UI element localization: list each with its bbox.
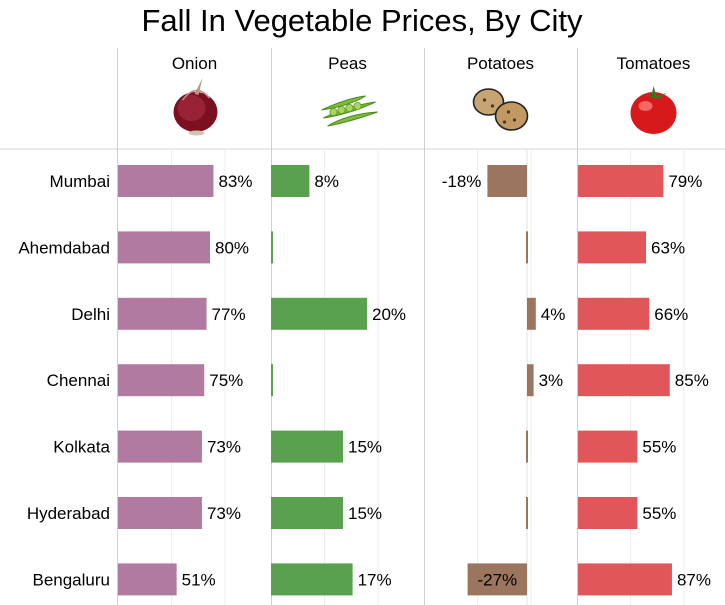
bar-potatoes-mumbai [487,165,527,197]
bar-potatoes-hyderabad [526,497,528,529]
row-label-hyderabad: Hyderabad [27,504,110,523]
bar-onion-hyderabad [118,497,202,529]
column-header-tomatoes: Tomatoes [617,54,691,73]
bar-tomatoes-ahemdabad [578,231,647,264]
data-label-tomatoes-hyderabad: 55% [642,504,676,523]
data-label-peas-delhi: 20% [372,305,406,324]
data-label-tomatoes-bengaluru: 87% [677,570,711,589]
data-label-onion-hyderabad: 73% [207,504,241,523]
bar-potatoes-chennai [527,364,534,397]
data-label-onion-delhi: 77% [212,305,246,324]
potato-icon [472,88,529,131]
data-label-onion-chennai: 75% [209,371,243,390]
bar-onion-bengaluru [118,563,177,596]
data-label-peas-hyderabad: 15% [348,504,382,523]
data-label-onion-bengaluru: 51% [182,570,216,589]
row-label-mumbai: Mumbai [50,172,110,191]
bar-tomatoes-bengaluru [578,563,672,596]
bar-peas-hyderabad [271,497,343,529]
data-label-tomatoes-delhi: 66% [654,305,688,324]
bar-potatoes-delhi [527,297,536,330]
data-label-onion-kolkata: 73% [207,438,241,457]
row-label-kolkata: Kolkata [53,438,110,457]
bar-peas-ahemdabad [271,231,273,264]
column-headers: Onion Peas Potatoes Tomatoes [172,54,691,136]
chart-title: Fall In Vegetable Prices, By City [141,3,583,38]
data-label-onion-ahemdabad: 80% [215,238,249,257]
data-label-peas-kolkata: 15% [348,438,382,457]
data-label-tomatoes-ahemdabad: 63% [651,238,685,257]
data-label-peas-mumbai: 8% [314,172,339,191]
bar-peas-mumbai [271,165,310,197]
data-label-potatoes-chennai: 3% [539,371,564,390]
bar-potatoes-bengaluru [467,563,527,596]
bar-onion-ahemdabad [118,231,210,264]
bar-peas-delhi [271,297,367,330]
column-header-peas: Peas [328,54,367,73]
bar-onion-chennai [118,364,205,397]
bar-peas-bengaluru [271,563,353,596]
row-label-ahemdabad: Ahemdabad [18,238,110,257]
bar-peas-chennai [271,364,273,397]
row-label-delhi: Delhi [71,305,110,324]
row-labels: Mumbai Ahemdabad Delhi Chennai Kolkata Hydera… [18,172,110,589]
tomato-icon [630,86,677,134]
bar-tomatoes-chennai [578,364,670,397]
row-label-bengaluru: Bengaluru [32,570,110,589]
onion-icon [173,78,218,136]
bar-onion-mumbai [118,165,214,197]
bar-tomatoes-hyderabad [578,497,638,529]
data-label-tomatoes-kolkata: 55% [642,438,676,457]
bar-tomatoes-kolkata [578,430,638,463]
data-label-potatoes-delhi: 4% [541,305,566,324]
column-header-potatoes: Potatoes [467,54,534,73]
bar-potatoes-kolkata [526,430,528,463]
bar-onion-delhi [118,297,207,330]
data-label-potatoes-mumbai: -18% [442,172,482,191]
data-label-onion-mumbai: 83% [218,172,252,191]
bar-onion-kolkata [118,430,202,463]
column-header-onion: Onion [172,54,217,73]
data-label-tomatoes-chennai: 85% [675,371,709,390]
data-labels: 83% 80% 77% 75% 73% 73% 51% 8% 20% 15% 15% 17% -18% 4… [182,172,711,589]
chart-bars [118,165,672,596]
bar-tomatoes-mumbai [578,165,664,197]
bar-potatoes-ahemdabad [526,231,528,264]
peas-icon [321,95,378,127]
data-label-potatoes-bengaluru: -27% [477,570,517,589]
data-label-peas-bengaluru: 17% [358,570,392,589]
row-label-chennai: Chennai [47,371,110,390]
data-label-tomatoes-mumbai: 79% [668,172,702,191]
bar-tomatoes-delhi [578,297,650,330]
bar-peas-kolkata [271,430,343,463]
